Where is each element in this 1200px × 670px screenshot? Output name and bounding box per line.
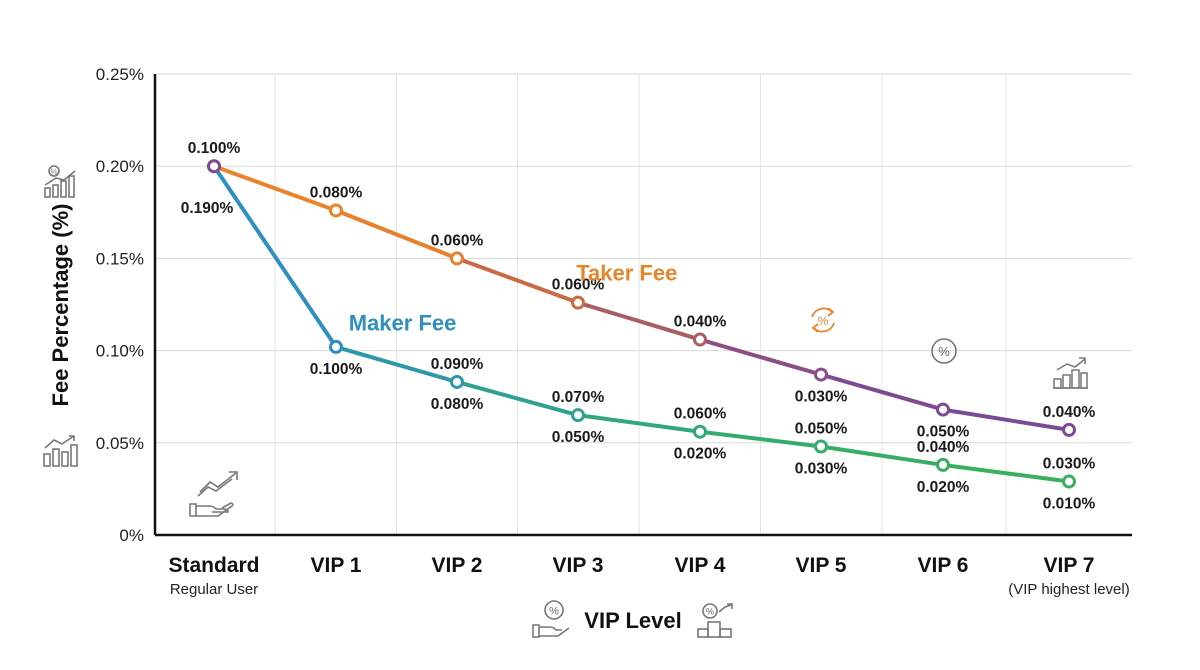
data-label: 0.050%	[795, 420, 848, 437]
maker-fee-segment	[941, 462, 1071, 484]
data-label: 0.090%	[431, 356, 484, 373]
data-label: 0.020%	[674, 446, 727, 463]
data-label: 0.030%	[795, 389, 848, 406]
svg-text:%: %	[818, 314, 829, 328]
percent-circle-icon: %	[931, 338, 957, 364]
taker-fee-segment	[819, 372, 945, 412]
taker-fee-label: Taker Fee	[576, 261, 677, 286]
podium-growth-icon: %	[697, 603, 733, 638]
y-tick-label: 0.10%	[96, 342, 144, 361]
taker-fee-segment	[698, 337, 823, 377]
data-label: 0.080%	[431, 396, 484, 413]
maker-fee-point	[693, 424, 707, 439]
taker-fee-segment	[576, 300, 702, 342]
y-tick-label: 0%	[119, 526, 144, 545]
maker-fee-point	[450, 374, 464, 389]
maker-fee-segment	[576, 413, 702, 434]
percent-chart-icon: %	[44, 165, 76, 198]
maker-fee-point	[936, 457, 950, 472]
data-label: 0.050%	[917, 424, 970, 441]
x-tick-label: VIP 5	[796, 554, 847, 577]
data-label: 0.070%	[552, 389, 605, 406]
data-label: 0.190%	[181, 200, 234, 217]
y-tick-label: 0.05%	[96, 434, 144, 453]
data-label: 0.060%	[552, 277, 605, 294]
hand-growth-icon	[189, 471, 238, 517]
data-label: 0.020%	[917, 479, 970, 496]
building-growth-icon	[1053, 357, 1088, 389]
data-label: 0.100%	[310, 361, 363, 378]
taker-fee-segment	[212, 164, 338, 213]
svg-text:%: %	[938, 344, 950, 359]
taker-fee-segment	[334, 208, 459, 261]
x-tick-label: VIP 2	[432, 554, 483, 577]
maker-fee-point	[1062, 474, 1076, 489]
maker-fee-segment	[698, 429, 823, 449]
data-label: 0.060%	[431, 232, 484, 249]
series-points	[207, 159, 1076, 489]
series-labels: Taker Fee Maker Fee	[349, 261, 678, 336]
data-labels: 0.100% 0.190% 0.080% 0.060% 0.060% 0.040% 0.03…	[181, 140, 1096, 512]
data-label: 0.010%	[1043, 496, 1096, 513]
maker-fee-segment	[334, 344, 459, 384]
axes	[153, 74, 1132, 537]
data-label: 0.060%	[674, 406, 727, 423]
data-label: 0.050%	[552, 429, 605, 446]
data-label: 0.040%	[1043, 404, 1096, 421]
maker-fee-point	[571, 408, 585, 423]
maker-fee-point	[207, 159, 221, 174]
maker-fee-segment	[819, 444, 945, 467]
maker-fee-segment	[455, 379, 580, 418]
taker-fee-point	[571, 295, 585, 310]
y-tick-label: 0.20%	[96, 157, 144, 176]
percent-cycle-icon: %	[811, 307, 835, 333]
taker-fee-point	[1062, 422, 1076, 437]
taker-fee-point	[814, 367, 828, 382]
y-tick-labels: 0% 0.05% 0.10% 0.15% 0.20% 0.25%	[96, 65, 144, 545]
y-axis-title: Fee Percentage (%)	[48, 204, 73, 407]
data-label: 0.100%	[188, 140, 241, 157]
taker-fee-point	[936, 402, 950, 417]
x-axis-title: VIP Level	[584, 608, 681, 633]
maker-fee-point	[329, 339, 343, 354]
x-tick-label: VIP 7	[1044, 554, 1095, 577]
series-lines	[212, 164, 1071, 484]
hand-percent-icon: %	[532, 600, 570, 638]
x-tick-label: VIP 4	[675, 554, 726, 577]
x-tick-label: VIP 3	[553, 554, 604, 577]
x-tick-sublabel: (VIP highest level)	[1008, 581, 1129, 598]
maker-fee-segment	[212, 164, 338, 349]
growth-bars-icon	[43, 435, 78, 467]
y-tick-label: 0.15%	[96, 249, 144, 268]
y-tick-label: 0.25%	[96, 65, 144, 84]
x-tick-label: VIP 6	[918, 554, 969, 577]
data-label: 0.030%	[795, 460, 848, 477]
data-label: 0.040%	[674, 314, 727, 331]
x-tick-label: VIP 1	[311, 554, 362, 577]
taker-fee-point	[450, 251, 464, 266]
x-tick-labels: Standard Regular User VIP 1 VIP 2 VIP 3 VIP 4…	[168, 554, 1129, 598]
x-tick-sublabel: Regular User	[170, 581, 258, 598]
svg-text:%: %	[706, 607, 714, 617]
data-label: 0.040%	[917, 439, 970, 456]
taker-fee-point	[329, 203, 343, 218]
maker-fee-label: Maker Fee	[349, 310, 457, 335]
data-label: 0.030%	[1043, 456, 1096, 473]
data-label: 0.080%	[310, 184, 363, 201]
taker-fee-point	[693, 332, 707, 347]
taker-fee-segment	[941, 407, 1071, 432]
grid	[155, 73, 1132, 535]
taker-fee-segment	[455, 256, 580, 305]
svg-text:%: %	[549, 606, 559, 618]
svg-text:%: %	[50, 168, 57, 177]
x-tick-label: Standard	[168, 554, 259, 577]
maker-fee-point	[814, 439, 828, 454]
